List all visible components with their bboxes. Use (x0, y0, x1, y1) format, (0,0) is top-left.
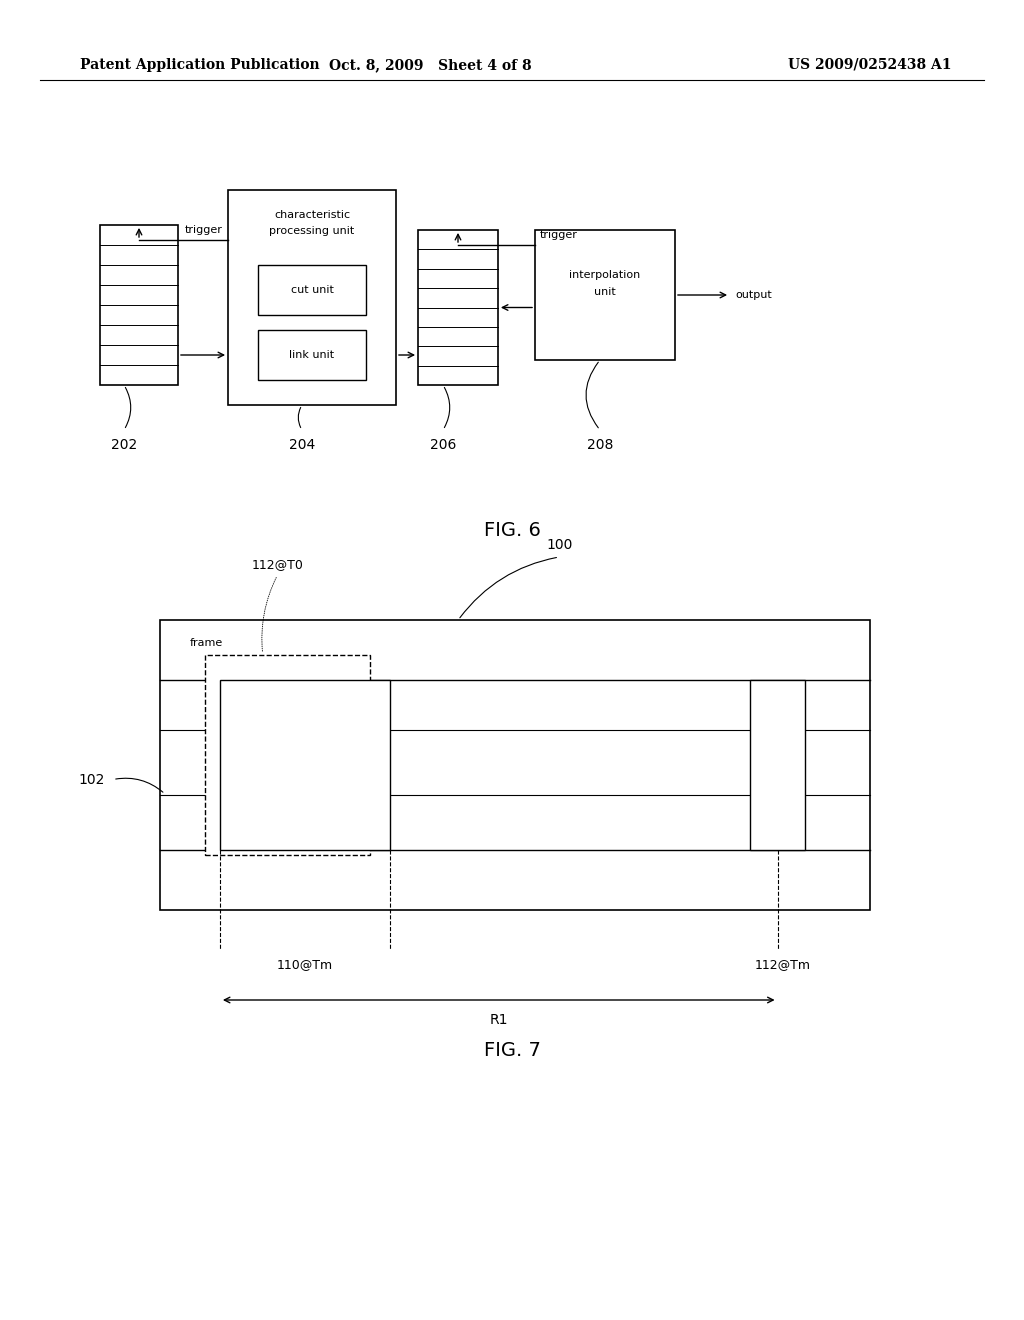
Text: 102: 102 (79, 772, 105, 787)
Text: 202: 202 (111, 438, 137, 451)
Bar (258, 330, 366, 380)
Text: cut unit: cut unit (291, 285, 334, 294)
Text: 112@T0: 112@T0 (252, 558, 303, 572)
Text: frame: frame (190, 638, 223, 648)
Text: Oct. 8, 2009   Sheet 4 of 8: Oct. 8, 2009 Sheet 4 of 8 (329, 58, 531, 73)
Bar (160, 620, 870, 909)
Text: trigger: trigger (185, 224, 223, 235)
Text: processing unit: processing unit (269, 226, 354, 236)
Text: 204: 204 (289, 438, 315, 451)
Text: trigger: trigger (540, 230, 578, 240)
Bar (100, 224, 178, 385)
Bar (750, 680, 805, 850)
Bar (535, 230, 675, 360)
Bar (205, 655, 370, 855)
Text: R1: R1 (489, 1012, 508, 1027)
Text: output: output (735, 290, 772, 300)
Text: US 2009/0252438 A1: US 2009/0252438 A1 (788, 58, 951, 73)
Text: 208: 208 (587, 438, 613, 451)
Text: interpolation: interpolation (569, 271, 641, 280)
Text: 110@Tm: 110@Tm (276, 958, 333, 972)
Text: FIG. 7: FIG. 7 (483, 1040, 541, 1060)
Bar (228, 190, 396, 405)
Bar (220, 680, 390, 850)
Text: unit: unit (594, 286, 615, 297)
Text: 112@Tm: 112@Tm (755, 958, 811, 972)
Text: FIG. 6: FIG. 6 (483, 520, 541, 540)
Bar (418, 230, 498, 385)
Bar (258, 265, 366, 315)
Text: 206: 206 (430, 438, 456, 451)
Text: 100: 100 (546, 539, 572, 552)
Text: Patent Application Publication: Patent Application Publication (80, 58, 319, 73)
Text: characteristic: characteristic (274, 210, 350, 220)
Text: link unit: link unit (290, 350, 335, 360)
